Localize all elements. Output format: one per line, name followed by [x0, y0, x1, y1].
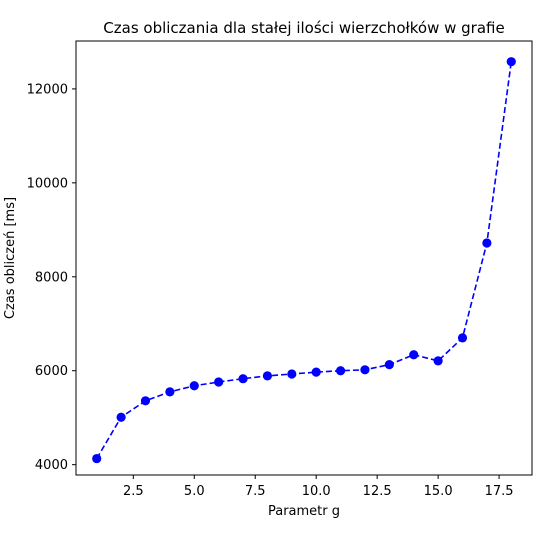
data-point — [263, 371, 272, 380]
data-point — [141, 396, 150, 405]
y-tick-label: 10000 — [27, 176, 68, 191]
data-point — [336, 366, 345, 375]
y-axis-title: Czas obliczeń [ms] — [3, 197, 18, 319]
x-tick-label: 7.5 — [245, 484, 266, 499]
data-point — [190, 381, 199, 390]
data-point — [482, 238, 491, 247]
data-point — [385, 360, 394, 369]
data-point — [238, 374, 247, 383]
x-tick-label: 15.0 — [424, 484, 453, 499]
data-point — [312, 368, 321, 377]
chart-title: Czas obliczania dla stałej ilości wierzc… — [103, 19, 504, 37]
x-tick-label: 17.5 — [485, 484, 514, 499]
data-point — [434, 356, 443, 365]
x-tick-label: 12.5 — [363, 484, 392, 499]
data-point — [117, 413, 126, 422]
data-point — [507, 57, 516, 66]
x-axis-title: Parametr g — [268, 504, 340, 519]
data-point — [458, 333, 467, 342]
y-tick-label: 4000 — [35, 458, 68, 473]
x-tick-label: 5.0 — [184, 484, 205, 499]
data-point — [360, 365, 369, 374]
data-point — [409, 350, 418, 359]
y-tick-label: 8000 — [35, 270, 68, 285]
x-tick-label: 2.5 — [123, 484, 144, 499]
data-point — [165, 387, 174, 396]
x-tick-label: 10.0 — [302, 484, 331, 499]
data-point — [214, 377, 223, 386]
data-point — [92, 454, 101, 463]
y-tick-label: 12000 — [27, 82, 68, 97]
y-tick-label: 6000 — [35, 364, 68, 379]
data-point — [287, 369, 296, 378]
